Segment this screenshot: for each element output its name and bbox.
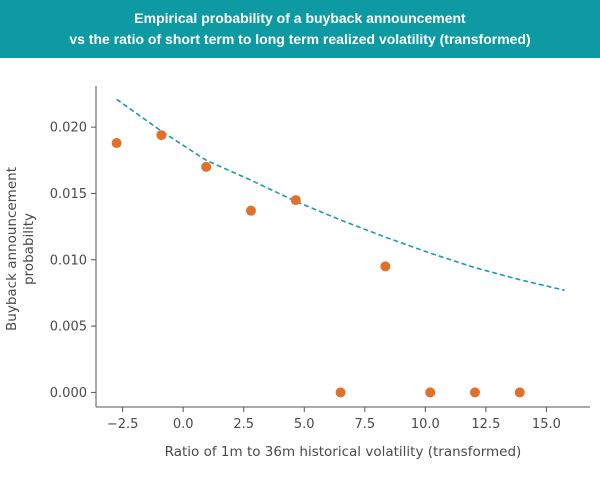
y-tick-label: 0.010 [50,253,87,268]
data-point [156,130,167,141]
x-tick-label: −2.5 [107,417,139,432]
y-axis-label: Buyback announcement probability [4,167,37,331]
y-tick-label: 0.005 [50,320,87,335]
x-tick-label: 5.0 [294,417,315,432]
data-point [335,387,346,398]
y-axis-label-line-1: Buyback announcement [4,167,20,331]
data-point [201,161,212,172]
data-point [469,387,480,398]
chart-title-line-2: vs the ratio of short term to long term … [69,31,531,47]
scatter-chart: −2.5 0.0 2.5 5.0 7.5 10.0 12.5 15.0 0.0000.0050… [4,86,590,460]
y-axis-label-line-2: probability [21,213,37,285]
data-point [290,195,301,206]
data-point [425,387,436,398]
y-tick-label: 0.000 [50,386,87,401]
x-tick-label: 15.0 [532,417,561,432]
x-ticks: −2.5 0.0 2.5 5.0 7.5 10.0 12.5 15.0 [107,407,561,432]
x-tick-label: 2.5 [233,417,254,432]
chart-title: Empirical probability of a buyback annou… [0,0,600,58]
data-point [245,205,256,216]
data-point [111,138,122,149]
y-tick-label: 0.020 [50,121,87,136]
y-ticks: 0.000 0.005 0.010 0.015 0.020 [50,121,96,401]
chart-title-line-1: Empirical probability of a buyback annou… [134,10,466,26]
data-points [111,130,525,398]
x-tick-label: 0.0 [173,417,194,432]
x-tick-label: 10.0 [411,417,440,432]
x-tick-label: 7.5 [354,417,375,432]
data-point [514,387,525,398]
x-tick-label: 12.5 [471,417,500,432]
y-tick-label: 0.015 [50,187,87,202]
x-axis-label: Ratio of 1m to 36m historical volatility… [165,444,522,460]
data-point [380,261,391,272]
fit-line [116,98,565,292]
